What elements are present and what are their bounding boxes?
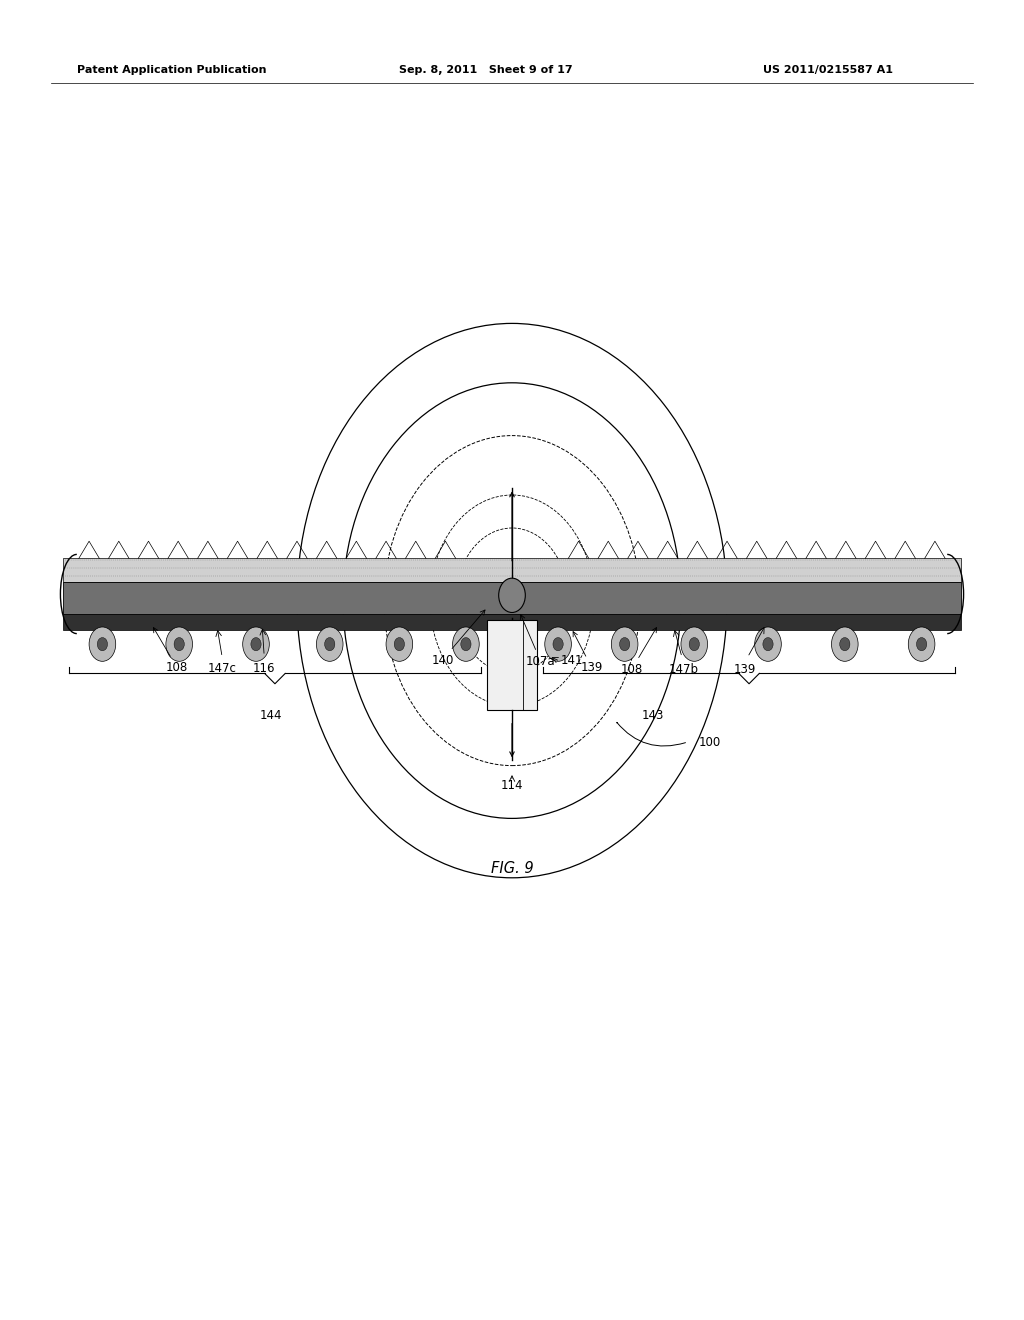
FancyArrowPatch shape (616, 722, 685, 746)
Circle shape (840, 638, 850, 651)
Text: 147b: 147b (669, 663, 698, 676)
Circle shape (620, 638, 630, 651)
Circle shape (316, 627, 343, 661)
Text: 144: 144 (260, 709, 283, 722)
Text: 139: 139 (573, 631, 603, 675)
Text: 107a: 107a (520, 615, 555, 668)
Circle shape (325, 638, 335, 651)
Circle shape (916, 638, 927, 651)
Circle shape (908, 627, 935, 661)
Text: 100: 100 (698, 735, 721, 748)
Circle shape (499, 578, 525, 612)
Circle shape (166, 627, 193, 661)
Bar (63, 614, 961, 630)
Bar (63, 558, 961, 582)
Bar (63, 582, 961, 614)
Circle shape (386, 627, 413, 661)
Bar (487, 620, 537, 710)
Text: 143: 143 (642, 709, 665, 722)
Circle shape (763, 638, 773, 651)
Circle shape (174, 638, 184, 651)
Circle shape (831, 627, 858, 661)
Text: 108: 108 (154, 627, 188, 675)
Circle shape (689, 638, 699, 651)
Text: 140: 140 (431, 610, 485, 667)
Text: Patent Application Publication: Patent Application Publication (77, 65, 266, 75)
Text: US 2011/0215587 A1: US 2011/0215587 A1 (763, 65, 893, 75)
Circle shape (251, 638, 261, 651)
Circle shape (461, 638, 471, 651)
Text: 116: 116 (253, 661, 275, 675)
Circle shape (394, 638, 404, 651)
Circle shape (755, 627, 781, 661)
Text: 108: 108 (621, 627, 656, 676)
Circle shape (453, 627, 479, 661)
Text: Sep. 8, 2011   Sheet 9 of 17: Sep. 8, 2011 Sheet 9 of 17 (399, 65, 573, 75)
Circle shape (553, 638, 563, 651)
Circle shape (545, 627, 571, 661)
Text: FIG. 9: FIG. 9 (490, 861, 534, 876)
Text: 139: 139 (733, 663, 756, 676)
Circle shape (243, 627, 269, 661)
Circle shape (97, 638, 108, 651)
Text: 114: 114 (501, 779, 523, 792)
Text: 141: 141 (561, 653, 584, 667)
Circle shape (681, 627, 708, 661)
Circle shape (89, 627, 116, 661)
Circle shape (611, 627, 638, 661)
Text: 147c: 147c (208, 661, 237, 675)
